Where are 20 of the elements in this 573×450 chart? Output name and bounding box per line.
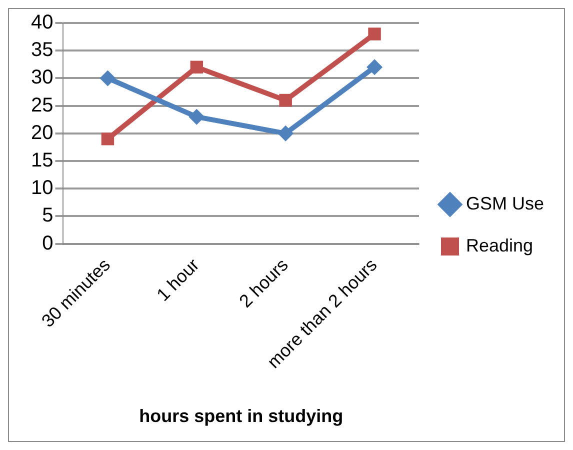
point bbox=[188, 108, 205, 125]
point bbox=[100, 70, 116, 86]
x-axis-title: hours spent in studying bbox=[139, 406, 344, 426]
y-tick-label: 15 bbox=[30, 150, 54, 172]
point bbox=[278, 125, 294, 142]
point bbox=[101, 132, 114, 146]
y-tick-label: 0 bbox=[42, 232, 54, 254]
y-tick-label: 30 bbox=[30, 66, 54, 89]
point bbox=[279, 94, 292, 107]
y-tick-label: 5 bbox=[42, 204, 54, 227]
legend-label: Reading bbox=[466, 235, 534, 256]
point bbox=[190, 60, 204, 74]
y-tick-label: 20 bbox=[30, 122, 54, 144]
y-tick-label: 25 bbox=[30, 94, 54, 116]
y-tick-label: 10 bbox=[30, 177, 54, 200]
point bbox=[368, 28, 381, 40]
y-tick-label: 35 bbox=[30, 39, 54, 62]
point bbox=[366, 59, 383, 76]
legend-label: GSM Use bbox=[466, 193, 544, 214]
y-tick-label: 40 bbox=[30, 12, 54, 34]
